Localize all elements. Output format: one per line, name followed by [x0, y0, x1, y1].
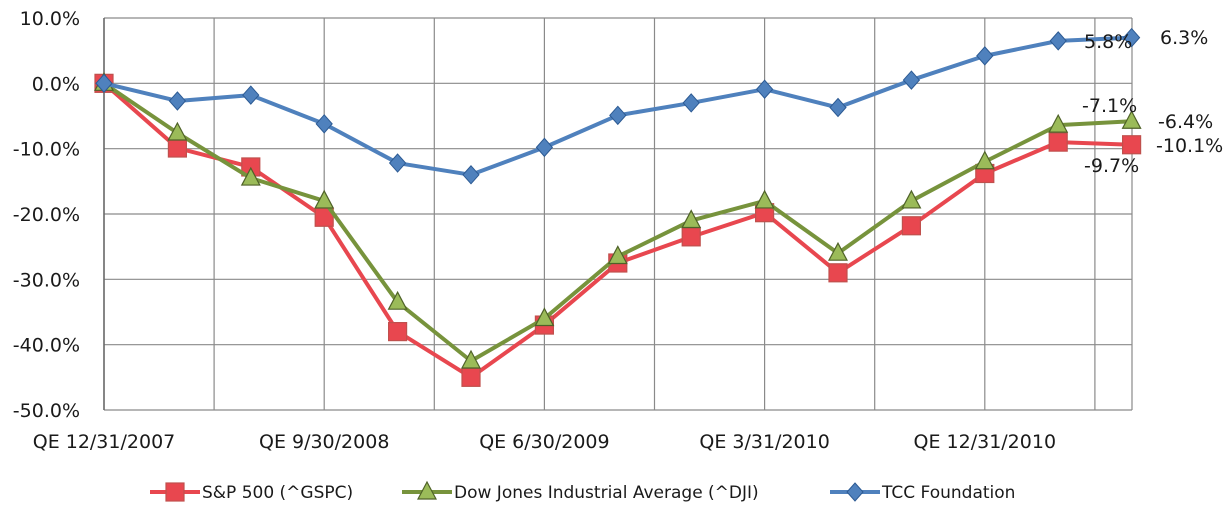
x-tick-label: QE 12/31/2007 [33, 431, 176, 453]
series-marker [417, 480, 437, 500]
series-marker [607, 245, 628, 265]
x-tick-label: QE 12/31/2010 [914, 431, 1057, 453]
series-marker [1048, 132, 1068, 152]
y-tick-label: 10.0% [20, 8, 80, 30]
series-marker [681, 227, 701, 247]
y-tick-label: -10.0% [13, 139, 80, 161]
legend-label: TCC Foundation [881, 483, 1015, 503]
series-marker [901, 189, 922, 209]
series-marker [609, 105, 627, 126]
series-marker [315, 114, 333, 134]
data-annotation: -10.1% [1156, 135, 1223, 157]
series-marker [1049, 31, 1067, 51]
series-marker [461, 349, 481, 369]
series-marker [462, 165, 480, 185]
series-marker [681, 209, 702, 229]
legend-label: Dow Jones Industrial Average (^DJI) [454, 483, 759, 503]
y-tick-label: -50.0% [13, 400, 80, 422]
series-marker [682, 93, 700, 113]
series-marker [846, 482, 864, 502]
series-marker [976, 46, 994, 66]
series-marker [242, 85, 260, 105]
series-marker [535, 137, 554, 158]
series-marker [167, 121, 188, 141]
data-annotation: 5.8% [1084, 31, 1132, 53]
data-annotation: 6.3% [1160, 27, 1208, 49]
data-annotation: -7.1% [1082, 95, 1137, 117]
series-marker [829, 97, 847, 118]
series-marker [534, 307, 555, 327]
x-tick-label: QE 3/31/2010 [699, 431, 829, 453]
series-marker [828, 241, 848, 261]
series-marker [754, 189, 775, 209]
series-marker [1048, 113, 1069, 133]
series-marker [902, 70, 921, 90]
series-marker [901, 216, 922, 236]
series-marker [95, 73, 113, 94]
series-marker [388, 322, 408, 342]
series-marker [240, 166, 261, 186]
series-line [102, 81, 1132, 380]
series-marker [314, 189, 335, 209]
data-annotation: -9.7% [1084, 155, 1139, 177]
series-marker [828, 263, 848, 283]
series-marker [755, 79, 774, 99]
legend-label: S&P 500 (^GSPC) [202, 483, 353, 503]
series-marker [388, 153, 407, 173]
series-marker [1121, 135, 1142, 155]
series-marker [461, 367, 481, 387]
x-tick-label: QE 6/30/2009 [479, 431, 609, 453]
series-marker [387, 290, 408, 310]
x-tick-label: QE 9/30/2008 [259, 431, 389, 453]
series-marker [165, 482, 185, 502]
series-marker [168, 91, 187, 111]
series-marker [974, 150, 995, 170]
series-marker [1121, 109, 1142, 129]
series-marker [1122, 27, 1141, 48]
y-tick-label: -40.0% [13, 335, 80, 357]
y-tick-label: 0.0% [32, 73, 80, 95]
y-tick-label: -30.0% [13, 269, 80, 291]
series-marker [167, 138, 187, 158]
y-tick-label: -20.0% [13, 204, 80, 226]
data-annotation: -6.4% [1158, 111, 1213, 133]
